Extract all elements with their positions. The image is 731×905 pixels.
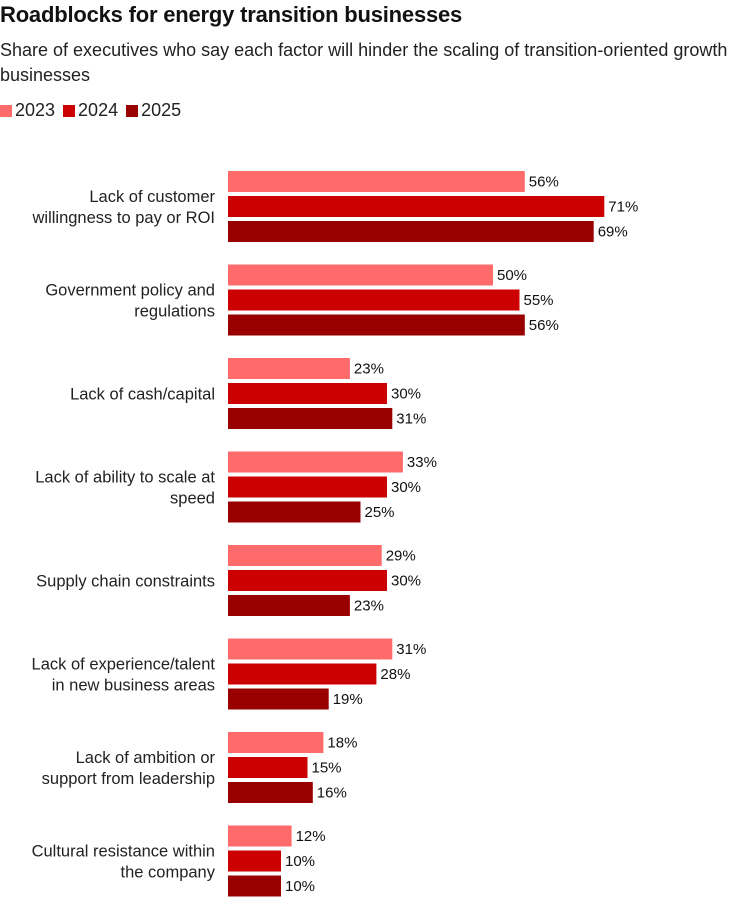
bar-value-label: 30% (391, 479, 421, 496)
category-label-line: Cultural resistance within (32, 843, 215, 861)
category-label-line: willingness to pay or ROI (32, 209, 216, 227)
bar-value-label: 15% (312, 760, 342, 777)
bar-2023 (228, 264, 493, 286)
category-label-line: Lack of ability to scale at (35, 469, 215, 487)
bar-2024 (228, 289, 520, 311)
legend-label-2025: 2025 (141, 100, 182, 120)
category-label: Lack of cash/capital (70, 386, 215, 404)
bar-2024 (228, 850, 281, 872)
bar-2023 (228, 545, 382, 566)
bar-2023 (228, 638, 393, 660)
category-label: Lack of customer willingness to pay or RO… (32, 188, 216, 227)
bar-value-label: 28% (380, 666, 410, 683)
bar-2023 (228, 171, 525, 192)
bar-value-label: 10% (285, 853, 315, 870)
bar-2024 (228, 476, 387, 498)
bar-2025 (228, 501, 361, 523)
legend-item-2025: 2025 (126, 100, 181, 121)
bar-value-label: 29% (386, 548, 416, 565)
bar-value-label: 30% (391, 573, 421, 590)
category-label: Lack of experience/talent in new business… (32, 656, 216, 695)
bar-value-label: 10% (285, 878, 315, 895)
bar-2025 (228, 408, 393, 429)
legend-item-2023: 2023 (0, 100, 55, 121)
category-label-line: Lack of cash/capital (70, 386, 215, 404)
bar-2024 (228, 757, 308, 778)
bar-value-label: 69% (598, 224, 628, 241)
bar-value-label: 19% (333, 691, 363, 708)
bar-2024 (228, 383, 387, 404)
category-label: Lack of ambition or support from leadersh… (42, 749, 216, 788)
bar-2024 (228, 663, 377, 685)
category-label-line: regulations (134, 303, 215, 321)
category-label-line: Lack of experience/talent (32, 656, 216, 674)
bar-value-label: 31% (396, 641, 426, 658)
bar-2025 (228, 221, 594, 242)
chart-subtitle: Share of executives who say each factor … (0, 40, 728, 85)
bar-value-label: 55% (524, 292, 554, 309)
bar-value-label: 30% (391, 386, 421, 403)
bar-value-label: 16% (317, 785, 347, 802)
category-label: Government policy and regulations (45, 282, 215, 321)
category-label: Cultural resistance within the company (32, 843, 216, 882)
bar-2025 (228, 875, 281, 897)
category-label-line: speed (170, 490, 215, 508)
bar-2024 (228, 196, 605, 217)
bar-value-label: 31% (396, 411, 426, 428)
bar-value-label: 18% (327, 735, 357, 752)
bar-2023 (228, 732, 324, 753)
bar-2025 (228, 314, 525, 336)
legend-label-2024: 2024 (78, 100, 119, 120)
category-label-line: the company (121, 864, 216, 882)
legend-swatch-2025 (126, 104, 139, 117)
category-label-line: support from leadership (42, 770, 215, 788)
category-label: Lack of ability to scale at speed (35, 469, 215, 508)
legend: 2023 2024 2025 (0, 100, 189, 121)
bar-value-label: 33% (407, 454, 437, 471)
bar-2023 (228, 358, 350, 379)
bar-value-label: 56% (529, 174, 559, 191)
legend-label-2023: 2023 (15, 100, 56, 120)
bar-2023 (228, 825, 292, 847)
chart-title: Roadblocks for energy transition busines… (0, 2, 463, 27)
bar-value-label: 50% (497, 267, 527, 284)
category-label: Supply chain constraints (36, 573, 215, 591)
category-label-line: Government policy and (45, 282, 215, 300)
category-label-line: Supply chain constraints (36, 573, 215, 591)
bar-2023 (228, 451, 403, 473)
bar-value-label: 23% (354, 361, 384, 378)
bar-value-label: 56% (529, 317, 559, 334)
category-label-line: in new business areas (52, 677, 215, 695)
bar-2024 (228, 570, 387, 591)
legend-item-2024: 2024 (63, 100, 118, 121)
category-label-line: Lack of customer (89, 188, 215, 206)
legend-swatch-2024 (63, 104, 76, 117)
bar-2025 (228, 782, 313, 803)
bar-value-label: 12% (296, 828, 326, 845)
bar-2025 (228, 595, 350, 616)
bar-2025 (228, 688, 329, 710)
legend-swatch-2023 (0, 104, 12, 117)
bar-value-label: 25% (365, 504, 395, 521)
category-label-line: Lack of ambition or (76, 749, 216, 767)
bar-value-label: 71% (608, 199, 638, 216)
bar-value-label: 23% (354, 598, 384, 615)
